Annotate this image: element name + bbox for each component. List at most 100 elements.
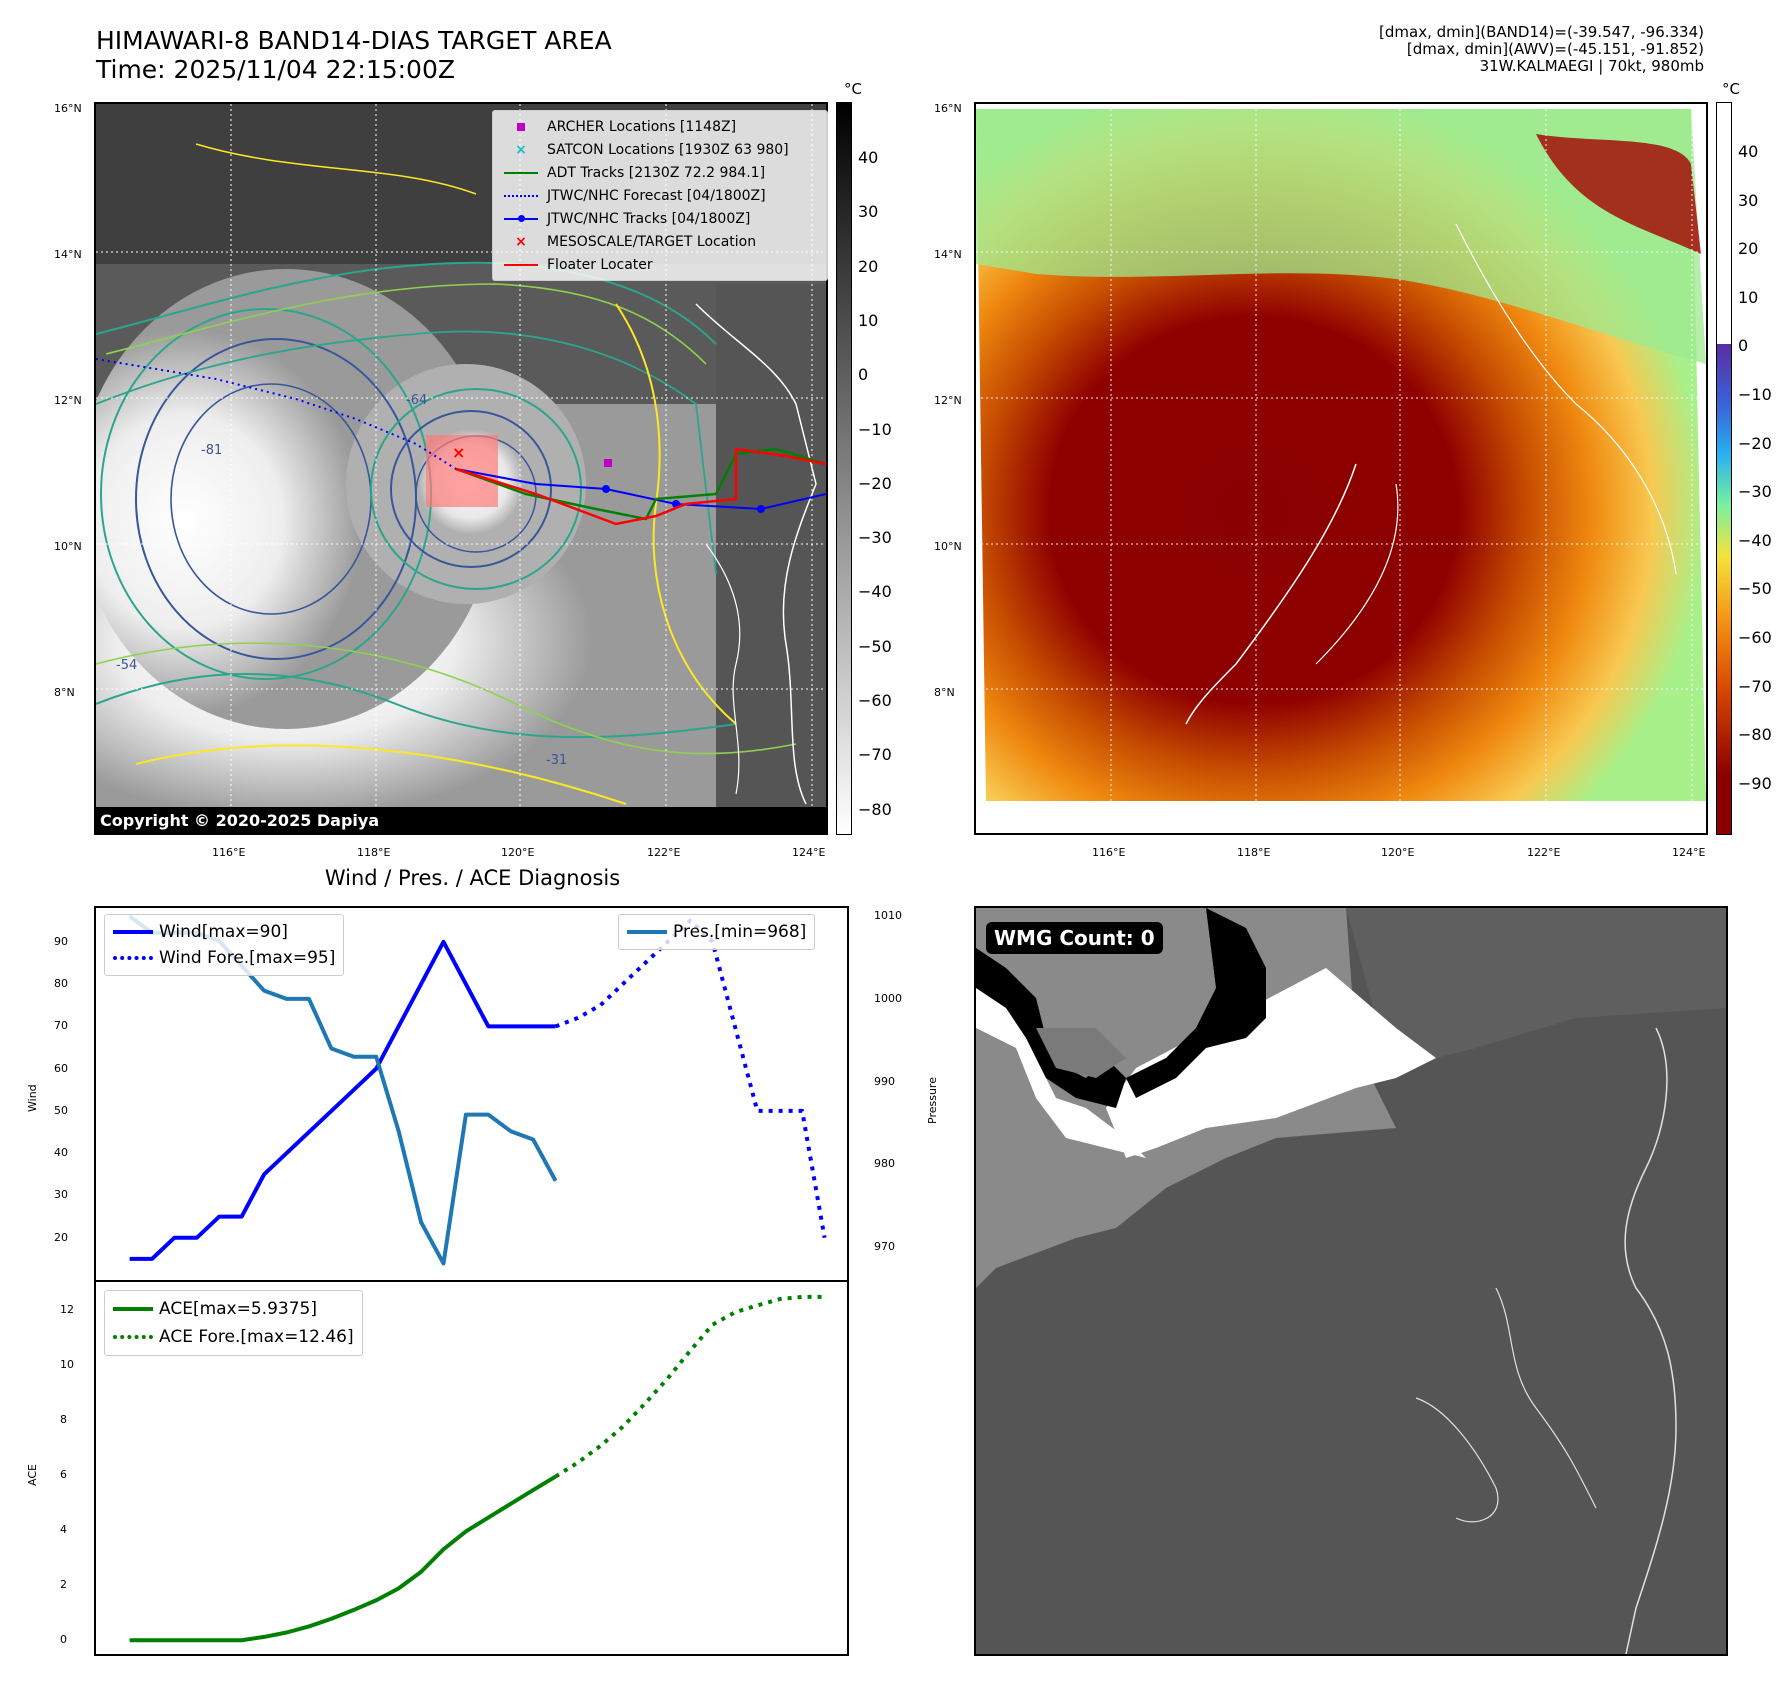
- legend-item-archer: ARCHER Locations [1148Z]: [501, 115, 819, 138]
- colorbar-tick-label: −20: [858, 473, 892, 493]
- wind-y-tick-label: 90: [54, 934, 68, 948]
- copyright-banner: Copyright © 2020-2025 Dapiya: [96, 807, 826, 835]
- storm-info: 31W.KALMAEGI | 70kt, 980mb: [1479, 57, 1704, 75]
- ace-y-tick-label: 0: [60, 1633, 67, 1647]
- legend-item-wind-forecast: Wind Fore.[max=95]: [113, 945, 335, 971]
- ace-y-tick-label: 10: [60, 1357, 74, 1371]
- colorbar-tick-label: 40: [858, 148, 879, 167]
- lat-tick-label: 10°N: [54, 540, 82, 553]
- lon-tick-label: 122°E: [1527, 846, 1561, 859]
- colorbar-tick-label: −40: [858, 582, 892, 602]
- square-marker-icon: [501, 122, 541, 131]
- wind-y-tick-label: 40: [54, 1146, 68, 1160]
- awv-colorbar-unit: °C: [1722, 80, 1740, 98]
- lat-tick-label: 10°N: [934, 540, 962, 553]
- lon-tick-label: 118°E: [1237, 846, 1271, 859]
- lat-tick-label: 8°N: [54, 686, 75, 699]
- ace-y-tick-label: 2: [60, 1578, 67, 1592]
- ir-colorbar: [836, 102, 852, 835]
- legend-label: Wind Fore.[max=95]: [159, 948, 336, 968]
- colorbar-tick-label: −90: [1738, 773, 1772, 793]
- colorbar-tick-label: −50: [1738, 579, 1772, 599]
- pressure-axis-label: Pressure: [926, 1077, 939, 1124]
- lon-tick-label: 124°E: [792, 846, 826, 859]
- wmg-image: [976, 908, 1726, 1654]
- wind-y-tick-label: 50: [54, 1103, 68, 1117]
- legend-item-satcon: × SATCON Locations [1930Z 63 980]: [501, 138, 819, 161]
- wind-y-tick-label: 70: [54, 1019, 68, 1033]
- legend-item-forecast: JTWC/NHC Forecast [04/1800Z]: [501, 184, 819, 207]
- ace-y-tick-label: 12: [60, 1302, 74, 1316]
- lat-tick-label: 12°N: [54, 394, 82, 407]
- pressure-y-tick-label: 980: [874, 1157, 895, 1171]
- wmg-count-badge: WMG Count: 0: [986, 922, 1163, 954]
- legend-label: JTWC/NHC Tracks [04/1800Z]: [547, 210, 751, 227]
- ace-axis-label: ACE: [26, 1464, 39, 1486]
- colorbar-tick-label: 10: [858, 310, 879, 330]
- svg-text:-31: -31: [546, 753, 567, 768]
- solid-line-icon: [113, 930, 153, 934]
- ir-colorbar-unit: °C: [844, 80, 862, 98]
- colorbar-tick-label: 10: [1738, 287, 1759, 307]
- legend-item-adt: ADT Tracks [2130Z 72.2 984.1]: [501, 161, 819, 184]
- colorbar-tick-label: −80: [1738, 725, 1772, 745]
- svg-text:-81: -81: [201, 443, 222, 458]
- pressure-legend: Pres.[min=968]: [618, 914, 816, 950]
- solid-line-icon: [113, 1307, 153, 1311]
- legend-item-ace: ACE[max=5.9375]: [113, 1295, 354, 1323]
- x-marker-icon: ×: [515, 233, 527, 250]
- svg-text:-64: -64: [406, 393, 427, 408]
- lat-tick-label: 12°N: [934, 394, 962, 407]
- colorbar-tick-label: −10: [858, 419, 892, 439]
- colorbar-tick-label: −80: [858, 799, 892, 819]
- colorbar-tick-label: −50: [858, 636, 892, 656]
- wind-y-tick-label: 60: [54, 1061, 68, 1075]
- ir-satellite-panel: × -81 -64 -54 -31: [94, 102, 828, 835]
- colorbar-tick-label: 30: [1738, 190, 1759, 210]
- lon-tick-label: 116°E: [212, 846, 246, 859]
- main-title: HIMAWARI-8 BAND14-DIAS TARGET AREA Time:…: [96, 26, 612, 84]
- legend-item-pressure: Pres.[min=968]: [627, 919, 806, 945]
- dotted-line-icon: [113, 956, 153, 960]
- lat-tick-label: 16°N: [54, 102, 82, 115]
- colorbar-tick-label: −30: [858, 528, 892, 548]
- legend-label: ADT Tracks [2130Z 72.2 984.1]: [547, 164, 766, 181]
- colorbar-tick-label: −70: [1738, 676, 1772, 696]
- legend-label: MESOSCALE/TARGET Location: [547, 233, 757, 250]
- ace-y-tick-label: 8: [60, 1412, 67, 1426]
- colorbar-tick-label: 20: [858, 256, 879, 276]
- series-line-wind: [129, 939, 556, 1261]
- ir-legend: ARCHER Locations [1148Z] × SATCON Locati…: [492, 110, 828, 281]
- wind-y-tick-label: 30: [54, 1188, 68, 1202]
- series-line-ace-fore-: [554, 1294, 825, 1479]
- lat-tick-label: 14°N: [934, 248, 962, 261]
- pressure-y-tick-label: 1010: [874, 909, 902, 923]
- pressure-y-tick-label: 1000: [874, 991, 902, 1005]
- legend-label: SATCON Locations [1930Z 63 980]: [547, 141, 789, 158]
- colorbar-tick-label: −30: [1738, 482, 1772, 502]
- pressure-y-tick-label: 970: [874, 1239, 895, 1253]
- awv-panel: [974, 102, 1708, 835]
- legend-item-mesoscale: × MESOSCALE/TARGET Location: [501, 230, 819, 253]
- lon-tick-label: 120°E: [1381, 846, 1415, 859]
- svg-text:×: ×: [452, 443, 465, 462]
- dotted-line-icon: [113, 1335, 153, 1339]
- ace-chart: [129, 1294, 825, 1643]
- colorbar-tick-label: 30: [858, 202, 879, 222]
- ace-y-tick-label: 6: [60, 1467, 67, 1481]
- title-line-2: Time: 2025/11/04 22:15:00Z: [96, 55, 455, 84]
- contour-labels: -81 -64 -54 -31: [116, 393, 567, 768]
- wind-y-tick-label: 80: [54, 977, 68, 991]
- lon-tick-label: 118°E: [357, 846, 391, 859]
- lat-tick-label: 14°N: [54, 248, 82, 261]
- stats-awv: [dmax, dmin](AWV)=(-45.151, -91.852): [1406, 40, 1704, 58]
- colorbar-tick-label: −40: [1738, 530, 1772, 550]
- legend-item-floater: Floater Locater: [501, 253, 819, 276]
- colorbar-tick-label: −20: [1738, 433, 1772, 453]
- colorbar-tick-label: −10: [1738, 385, 1772, 404]
- solid-line-icon: [501, 171, 541, 174]
- legend-label: ACE Fore.[max=12.46]: [159, 1327, 354, 1347]
- lon-tick-label: 124°E: [1672, 846, 1706, 859]
- awv-colorbar: [1716, 102, 1732, 835]
- awv-image: [976, 104, 1706, 833]
